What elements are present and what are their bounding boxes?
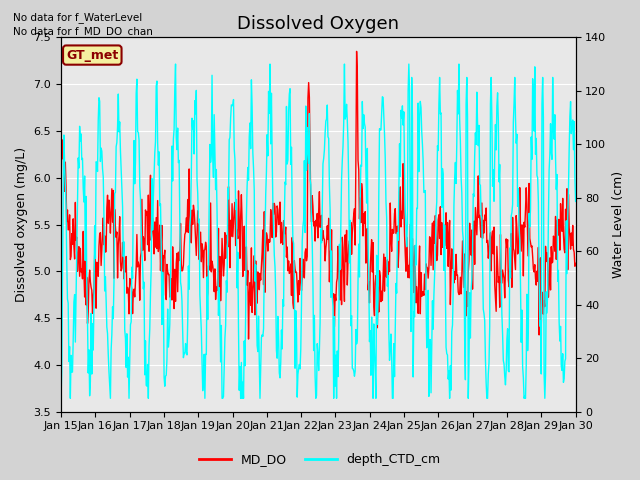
Text: No data for f_WaterLevel: No data for f_WaterLevel: [13, 12, 142, 23]
Y-axis label: Dissolved oxygen (mg/L): Dissolved oxygen (mg/L): [15, 147, 28, 302]
Text: GT_met: GT_met: [66, 48, 118, 61]
Title: Dissolved Oxygen: Dissolved Oxygen: [237, 15, 399, 33]
Legend: MD_DO, depth_CTD_cm: MD_DO, depth_CTD_cm: [195, 448, 445, 471]
Y-axis label: Water Level (cm): Water Level (cm): [612, 171, 625, 278]
Text: No data for f_MD_DO_chan: No data for f_MD_DO_chan: [13, 26, 153, 37]
